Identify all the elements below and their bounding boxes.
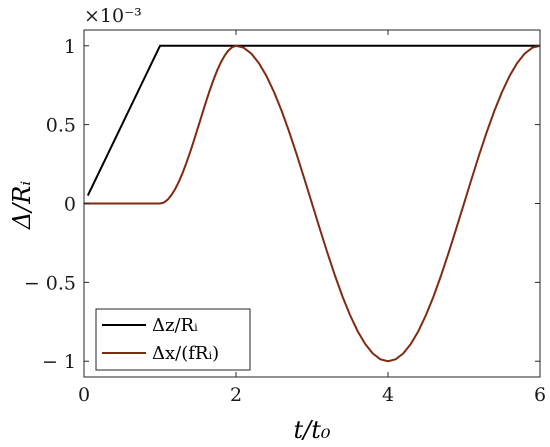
plot-area: [84, 44, 541, 363]
y-tick-label: 0.5: [46, 115, 76, 137]
y-tick-label: 1: [64, 36, 76, 58]
y-axis-label: Δ/Rᵢ: [8, 181, 36, 230]
legend-label: Δx/(fRᵢ): [152, 343, 219, 364]
x-axis-label: t/t₀: [294, 416, 331, 444]
x-tick-label: 6: [534, 384, 546, 406]
x-tick-label: 4: [382, 384, 394, 406]
x-tick-label: 0: [78, 384, 90, 406]
axes: 0 2 4 6 − 1 − 0.5 0 0.5 1: [24, 29, 546, 406]
y-tick-label: 0: [64, 194, 76, 216]
y-tick-label: − 1: [42, 351, 76, 373]
series-line-1: [86, 44, 540, 197]
legend-label: Δz/Rᵢ: [152, 315, 198, 336]
y-tick-label: − 0.5: [24, 272, 76, 294]
y-multiplier-label: ×10⁻³: [84, 5, 142, 27]
series-line-2: [84, 44, 541, 363]
x-tick-label: 2: [230, 384, 242, 406]
legend-box: [95, 308, 251, 371]
legend: Δz/Rᵢ Δx/(fRᵢ): [95, 308, 251, 371]
